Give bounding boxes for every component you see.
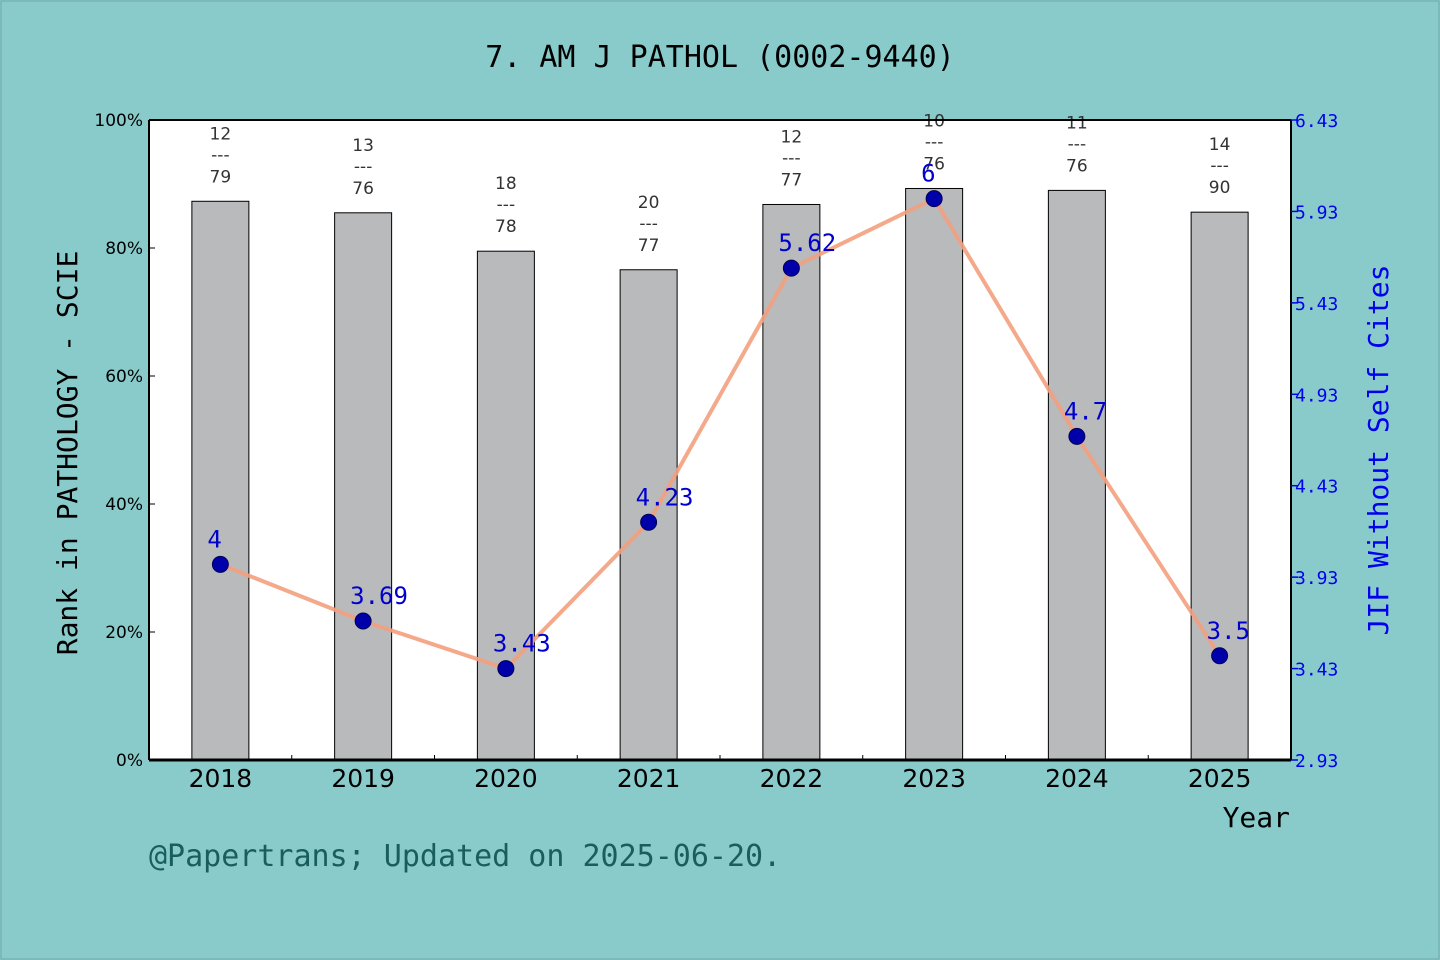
rank-numerator-2020: 18 (495, 174, 517, 194)
rank-numerator-2019: 13 (352, 136, 374, 156)
jif-point-2018 (211, 555, 229, 573)
jif-point-2022 (782, 259, 800, 277)
jif-line (219, 196, 1222, 671)
rank-numerator-2025: 14 (1209, 135, 1231, 155)
rank-total-2025: 90 (1209, 178, 1231, 198)
bar-2022 (762, 203, 821, 761)
right-tick-label: 3.93 (1295, 568, 1338, 589)
rank-total-2019: 76 (352, 179, 374, 199)
bar-2025 (1190, 211, 1249, 761)
bar-2023 (905, 187, 964, 761)
bar-2020 (476, 250, 535, 761)
jif-point-2023 (925, 190, 943, 208)
jif-label-2020: 3.43 (493, 630, 551, 658)
left-tick-label: 100% (94, 111, 143, 131)
rank-total-2024: 76 (1066, 156, 1088, 176)
left-tick-label: 80% (105, 239, 143, 259)
rank-total-2021: 77 (638, 236, 660, 256)
jif-point-2020 (497, 660, 515, 678)
x-axis-label: Year (1223, 801, 1290, 834)
rank-numerator-2023: 10 (923, 111, 945, 131)
right-tick-label: 5.43 (1295, 294, 1338, 315)
bar-2019 (334, 212, 393, 761)
right-axis-label: JIF Without Self Cites (1362, 265, 1395, 636)
rank-separator-2019: --- (354, 157, 372, 177)
rank-numerator-2018: 12 (210, 124, 232, 144)
rank-numerator-2022: 12 (781, 127, 803, 147)
x-tick-label-2022: 2022 (760, 764, 824, 793)
jif-point-2019 (354, 612, 372, 630)
jif-point-2025 (1211, 647, 1229, 665)
jif-label-2023: 6 (921, 160, 935, 188)
rank-numerator-2024: 11 (1066, 113, 1088, 133)
x-tick-label-2020: 2020 (474, 764, 538, 793)
rank-separator-2022: --- (782, 148, 800, 168)
jif-point-2024 (1068, 427, 1086, 445)
rank-separator-2018: --- (211, 145, 229, 165)
jif-value-labels: 4 3.69 3.43 4.23 5.62 6 4.7 3.5 (207, 160, 1250, 658)
left-tick-label: 20% (105, 623, 143, 643)
bar-series (191, 187, 1249, 761)
footer-credit: @Papertrans; Updated on 2025-06-20. (149, 839, 781, 874)
right-tick-label: 5.93 (1295, 202, 1338, 223)
rank-total-2023: 76 (923, 154, 945, 174)
jif-line-series (211, 190, 1229, 678)
rank-separator-2024: --- (1068, 134, 1086, 154)
left-tick-label: 60% (105, 367, 143, 387)
jif-label-2021: 4.23 (636, 483, 694, 511)
rank-separator-2020: --- (497, 195, 515, 215)
right-tick-label: 3.43 (1295, 660, 1338, 681)
rank-separator-2021: --- (639, 214, 657, 234)
right-tick-label: 4.43 (1295, 477, 1338, 498)
bar-2024 (1047, 189, 1106, 761)
jif-label-2018: 4 (207, 525, 221, 553)
left-tick-label: 40% (105, 495, 143, 515)
plot-area (149, 120, 1291, 760)
jif-label-2019: 3.69 (350, 582, 408, 610)
right-tick-label: 4.93 (1295, 385, 1338, 406)
x-tick-label-2018: 2018 (189, 764, 253, 793)
jif-label-2022: 5.62 (778, 229, 836, 257)
rank-separator-2023: --- (925, 132, 943, 152)
rank-total-2018: 79 (210, 167, 232, 187)
chart-title: 7. AM J PATHOL (0002-9440) (485, 40, 955, 75)
jif-label-2024: 4.7 (1064, 397, 1107, 425)
rank-total-2020: 78 (495, 217, 517, 237)
jif-point-2021 (640, 513, 658, 531)
x-tick-label-2024: 2024 (1045, 764, 1109, 793)
left-axis-label: Rank in PATHOLOGY - SCIE (51, 251, 84, 656)
rank-numerator-2021: 20 (638, 193, 660, 213)
right-axis-ticks: 2.93 3.43 3.93 4.43 4.93 5.43 5.93 6.43 (1291, 111, 1338, 772)
jif-label-2025: 3.5 (1207, 617, 1250, 645)
rank-total-2022: 77 (781, 170, 803, 190)
x-axis-ticks: 2018 2019 2020 2021 2022 2023 2024 2025 (148, 755, 1292, 793)
right-tick-label: 2.93 (1295, 751, 1338, 772)
bar-2018 (191, 200, 250, 761)
left-tick-label: 0% (116, 751, 143, 771)
x-tick-label-2019: 2019 (331, 764, 395, 793)
left-axis-ticks: 0% 20% 40% 60% 80% 100% (94, 111, 155, 771)
rank-separator-2025: --- (1210, 156, 1228, 176)
right-tick-label: 6.43 (1295, 111, 1338, 132)
x-tick-label-2021: 2021 (617, 764, 681, 793)
x-tick-label-2025: 2025 (1188, 764, 1252, 793)
x-tick-label-2023: 2023 (902, 764, 966, 793)
